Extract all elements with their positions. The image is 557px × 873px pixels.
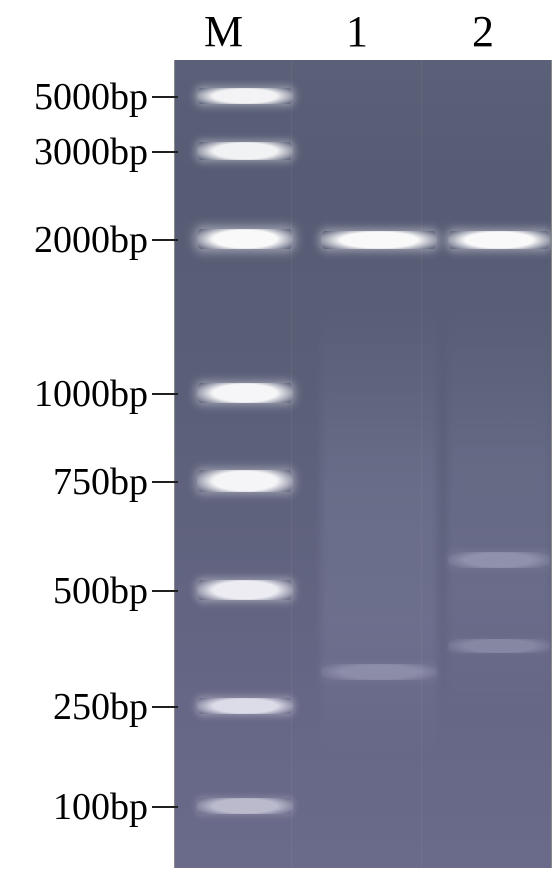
size-label: 3000bp [34,130,148,174]
size-label: 100bp [53,785,148,829]
gel-band [197,88,293,104]
leader-line [152,393,178,395]
gel-smear [448,300,550,720]
gel-band [197,470,293,492]
lane-header-2: 2 [472,6,494,57]
gel-band [448,552,550,568]
size-label: 5000bp [34,75,148,119]
leader-line [152,151,178,153]
leader-line [152,239,178,241]
gel-band [197,798,293,814]
lane-header-1: 1 [346,6,368,57]
leader-line [152,481,178,483]
lane-header-M: M [204,6,243,57]
gel-body [174,60,552,868]
gel-band [448,639,550,653]
gel-band [321,231,437,249]
gel-band [197,580,293,600]
leader-line [152,706,178,708]
gel-band [321,664,437,680]
size-label: 750bp [53,460,148,504]
leader-line [152,96,178,98]
gel-band [197,229,293,249]
leader-line [152,806,178,808]
gel-band [197,698,293,714]
size-label: 500bp [53,569,148,613]
leader-line [152,590,178,592]
gel-band [197,383,293,403]
gel-smear [321,300,437,760]
gel-band [448,231,550,249]
gel-band [197,142,293,160]
gel-figure: { "layout": { "width": 557, "height": 87… [0,0,557,873]
size-label: 1000bp [34,372,148,416]
size-label: 250bp [53,685,148,729]
size-label: 2000bp [34,218,148,262]
